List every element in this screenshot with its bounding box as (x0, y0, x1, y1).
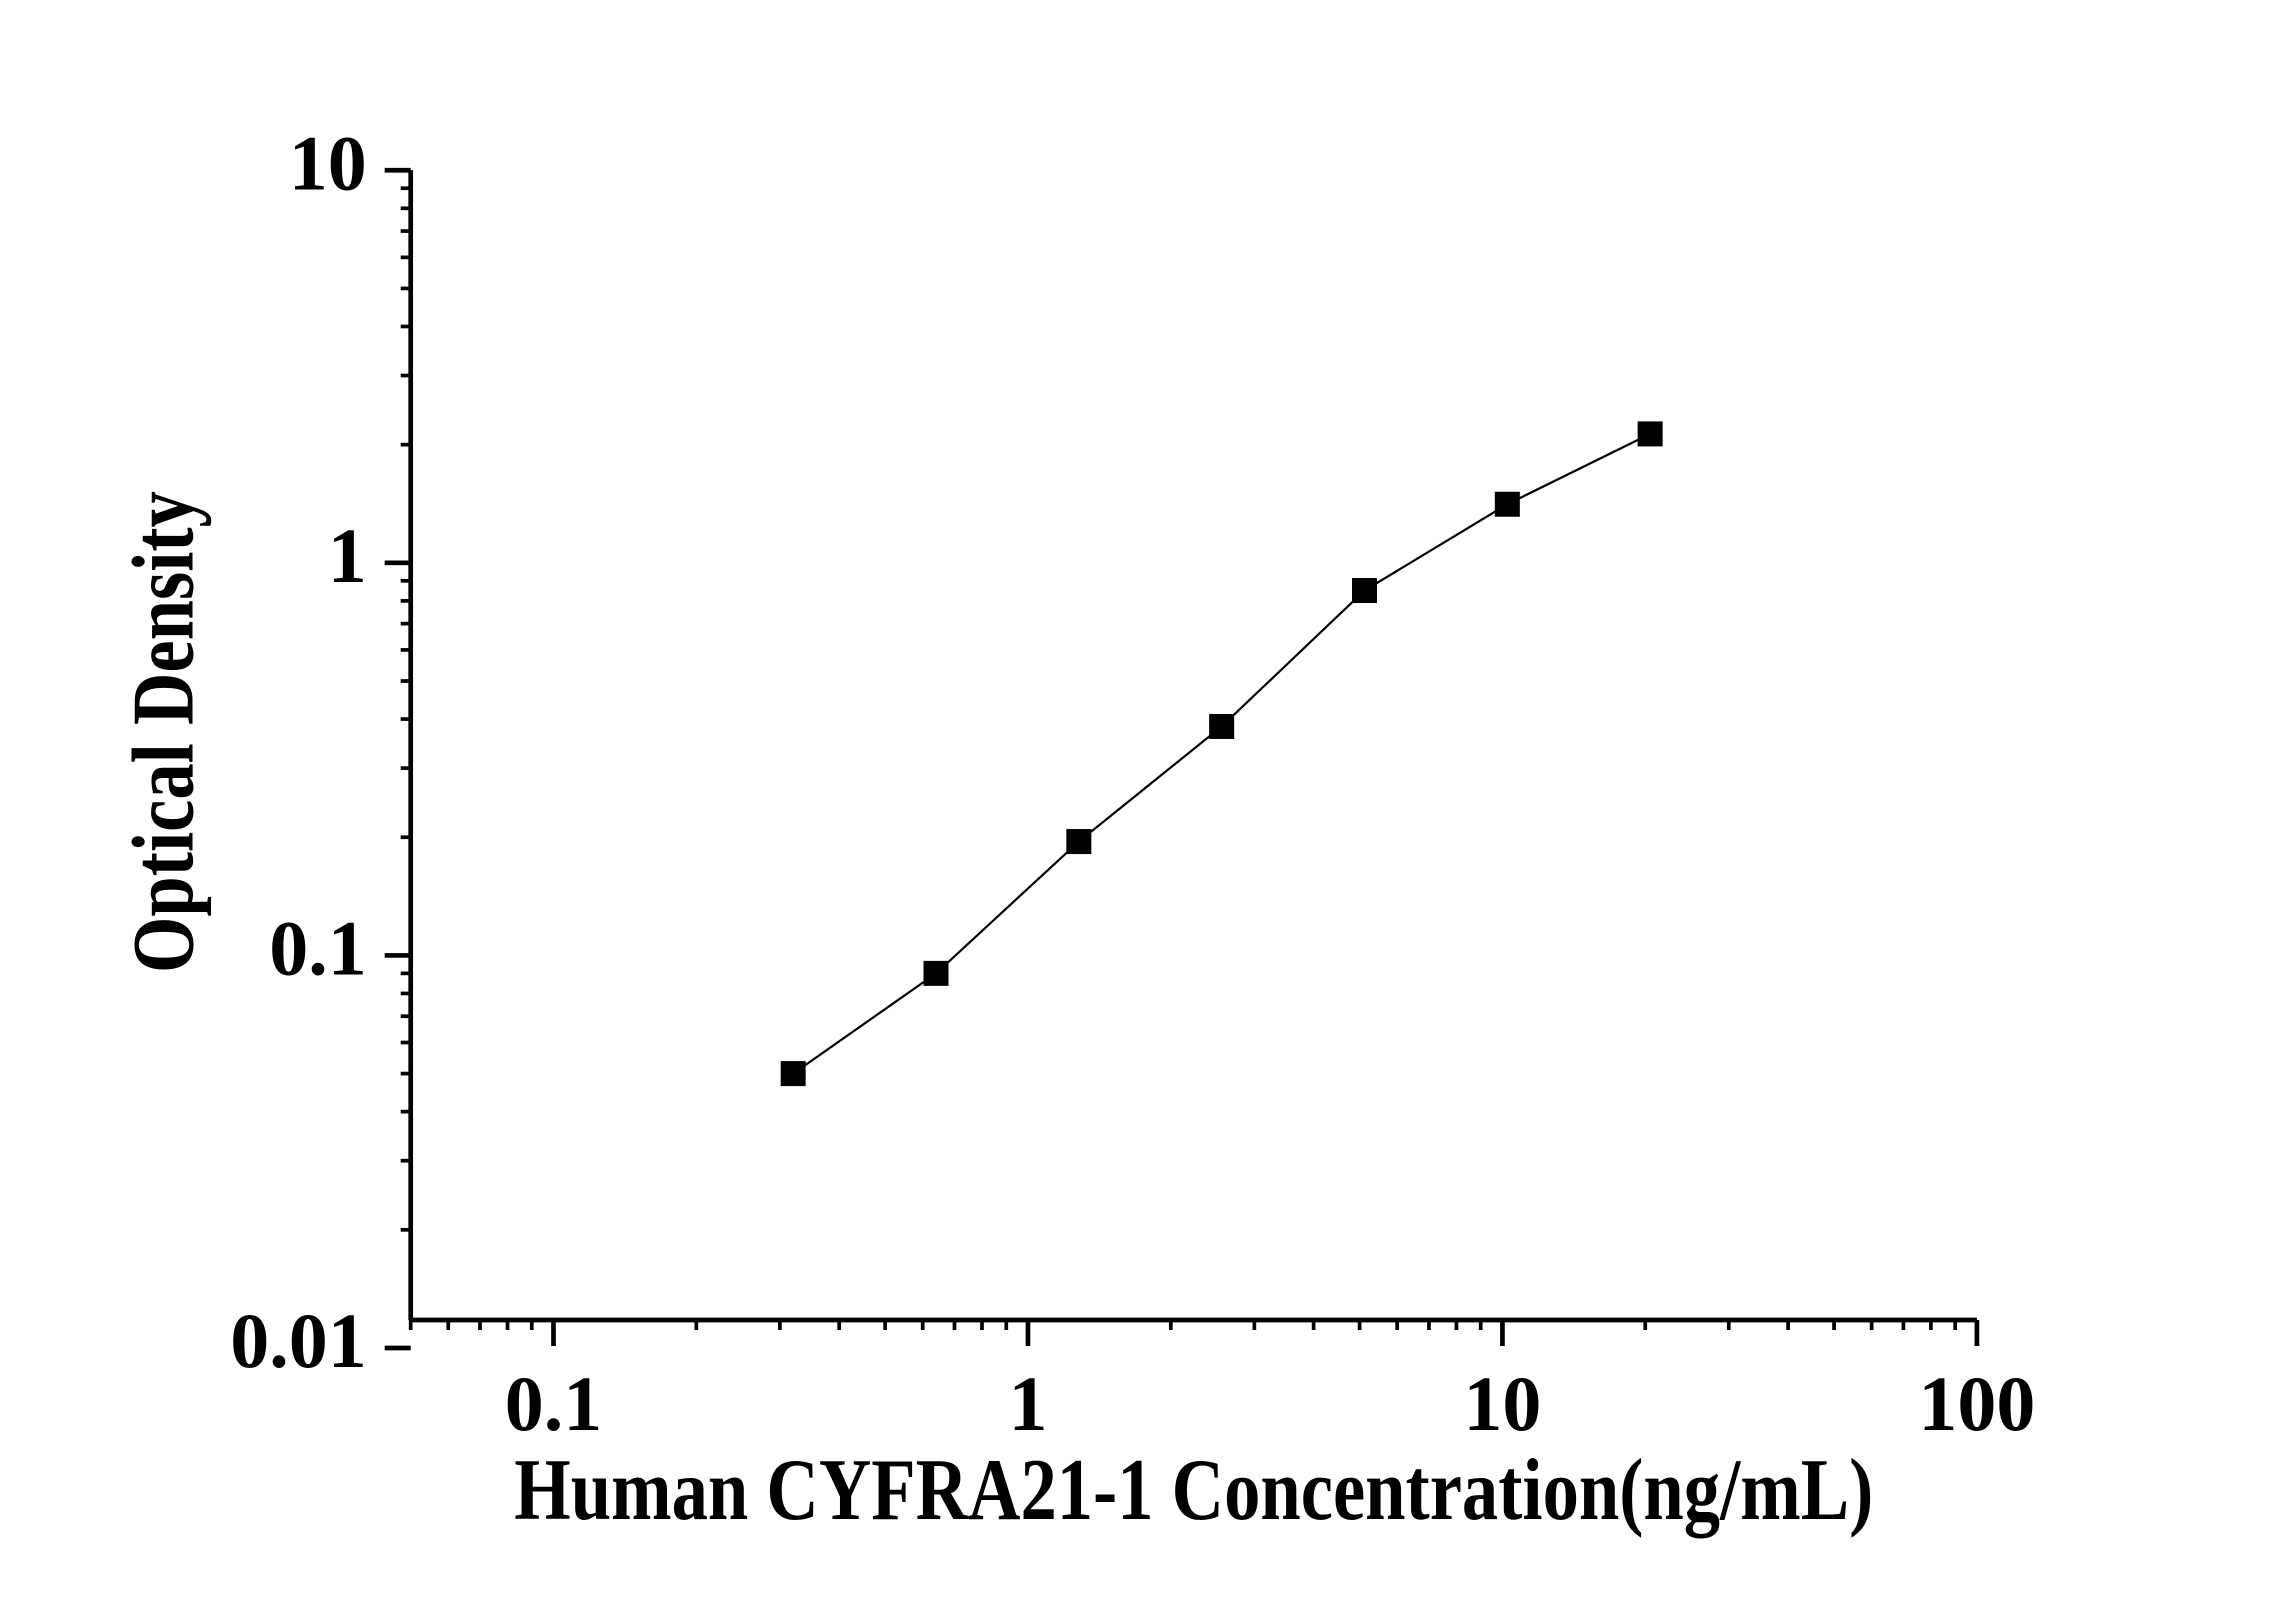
svg-text:0.1: 0.1 (505, 1360, 603, 1447)
svg-text:10: 10 (1463, 1360, 1541, 1447)
svg-text:1: 1 (1008, 1360, 1047, 1447)
svg-text:Human CYFRA21-1 Concentration(: Human CYFRA21-1 Concentration(ng/mL) (514, 1442, 1873, 1539)
svg-text:0.01: 0.01 (230, 1297, 367, 1384)
svg-text:1: 1 (328, 512, 367, 599)
svg-text:Optical Density: Optical Density (115, 491, 212, 973)
svg-text:100: 100 (1918, 1360, 2035, 1447)
svg-text:0.1: 0.1 (269, 904, 367, 991)
svg-text:10: 10 (289, 119, 367, 206)
